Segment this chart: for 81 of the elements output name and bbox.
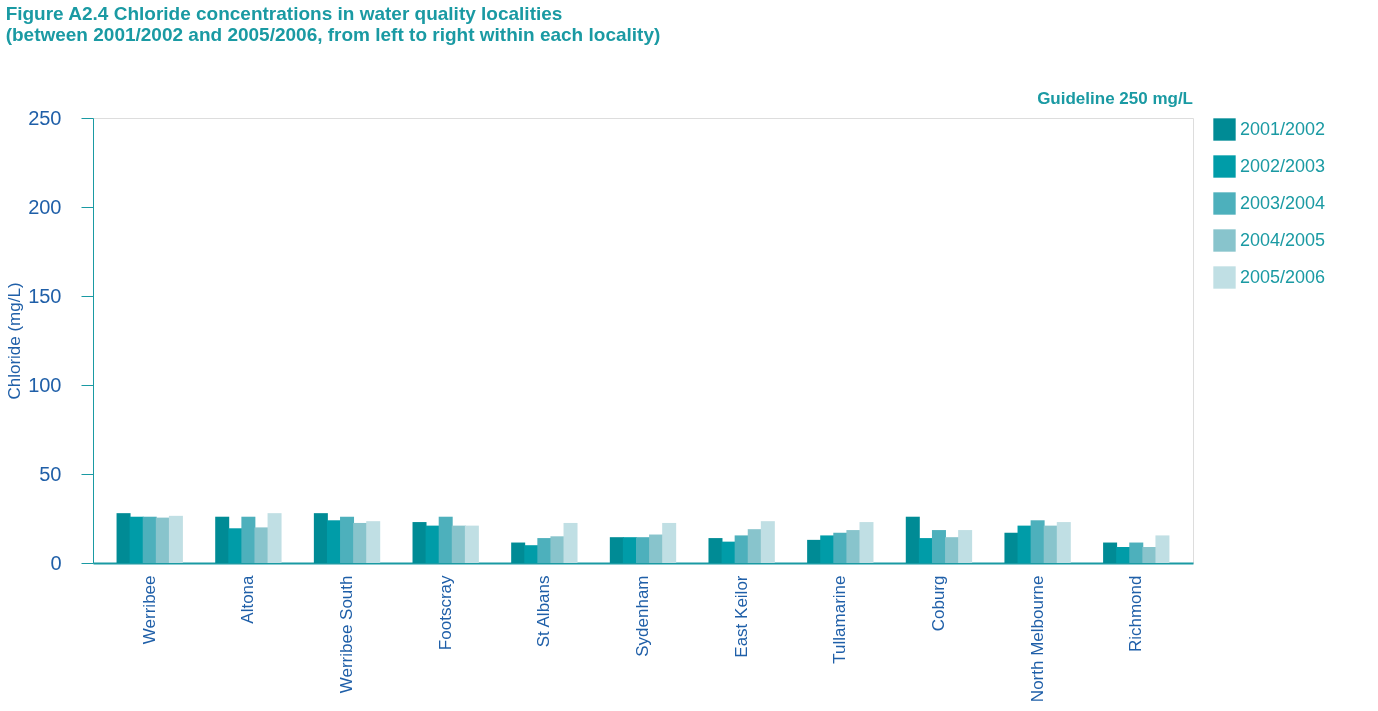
- bar: [1155, 535, 1170, 563]
- y-tick-label: 200: [28, 195, 62, 218]
- bar: [1043, 525, 1058, 563]
- bar: [168, 515, 183, 563]
- bar: [708, 538, 723, 563]
- legend-label: 2001/2002: [1240, 118, 1326, 139]
- bar: [945, 537, 960, 563]
- bar: [721, 541, 736, 563]
- legend-label: 2004/2005: [1240, 229, 1326, 250]
- bar: [142, 516, 157, 563]
- bar: [254, 527, 269, 563]
- bar: [353, 522, 368, 563]
- legend-label: 2005/2006: [1240, 266, 1326, 287]
- y-tick-label: 50: [39, 462, 62, 485]
- x-tick-label: Footscray: [435, 575, 455, 651]
- bar: [326, 520, 341, 563]
- bar: [1056, 522, 1071, 563]
- bar: [846, 530, 861, 563]
- bar: [366, 521, 381, 563]
- bar: [129, 516, 144, 563]
- bar: [1103, 542, 1118, 563]
- bar: [747, 529, 762, 563]
- bar: [622, 537, 637, 563]
- y-axis-title: Chloride (mg/L): [5, 282, 25, 400]
- text: (between 2001/2002 and 2005/2006, from left to right within each locality): [5, 24, 661, 45]
- bar: [116, 513, 131, 563]
- bar: [155, 517, 170, 563]
- y-tick-label: 250: [28, 106, 62, 129]
- bar: [313, 513, 328, 563]
- x-tick-label: St Albans: [534, 575, 554, 648]
- bar: [820, 535, 835, 563]
- legend-label: 2002/2003: [1240, 155, 1326, 176]
- bar: [1116, 546, 1131, 563]
- x-tick-label: Tullamarine: [830, 575, 850, 664]
- bar: [511, 542, 526, 563]
- x-tick-label: North Melbourne: [1027, 575, 1047, 703]
- x-tick-label: Richmond: [1126, 575, 1146, 653]
- y-tick-label: 100: [28, 373, 62, 396]
- x-tick-label: Werribee: [139, 575, 159, 645]
- bar: [918, 538, 933, 563]
- x-tick-label: Werribee South: [337, 575, 357, 694]
- bar: [1030, 520, 1045, 563]
- bar: [267, 513, 282, 563]
- x-tick-label: East Keilor: [731, 575, 751, 658]
- bar: [649, 534, 664, 563]
- bar: [524, 545, 539, 563]
- bar: [241, 516, 256, 563]
- bar: [636, 537, 650, 563]
- x-tick-label: Coburg: [928, 575, 948, 632]
- bar: [1129, 542, 1144, 563]
- bar: [1004, 532, 1019, 563]
- bar: [451, 525, 466, 563]
- x-tick-label: Altona: [238, 574, 258, 624]
- bar: [931, 530, 946, 563]
- bar: [412, 522, 427, 563]
- bar: [438, 516, 453, 563]
- bar: [958, 530, 973, 563]
- bar: [905, 516, 920, 563]
- bar: [228, 528, 243, 563]
- bar: [550, 536, 565, 563]
- bar: [464, 525, 479, 563]
- bar: [1017, 525, 1032, 563]
- bar: [807, 539, 822, 563]
- text: Guideline 250 mg/L: [1037, 89, 1193, 108]
- bar: [537, 538, 552, 563]
- bar: [1142, 546, 1157, 563]
- bar: [215, 516, 230, 563]
- text: Figure A2.4 Chloride concentrations in water quality localities: [5, 3, 563, 24]
- legend-label: 2003/2004: [1240, 192, 1326, 213]
- bar: [734, 535, 749, 563]
- bar: [425, 525, 440, 563]
- bar: [833, 532, 848, 563]
- bar: [609, 537, 624, 563]
- y-tick-label: 150: [28, 284, 62, 307]
- x-tick-label: Sydenham: [633, 575, 652, 657]
- bar: [340, 516, 355, 563]
- bar: [662, 522, 677, 563]
- bar: [859, 522, 874, 563]
- y-tick-label: 0: [50, 551, 62, 574]
- bar: [760, 521, 775, 563]
- bar: [563, 522, 578, 563]
